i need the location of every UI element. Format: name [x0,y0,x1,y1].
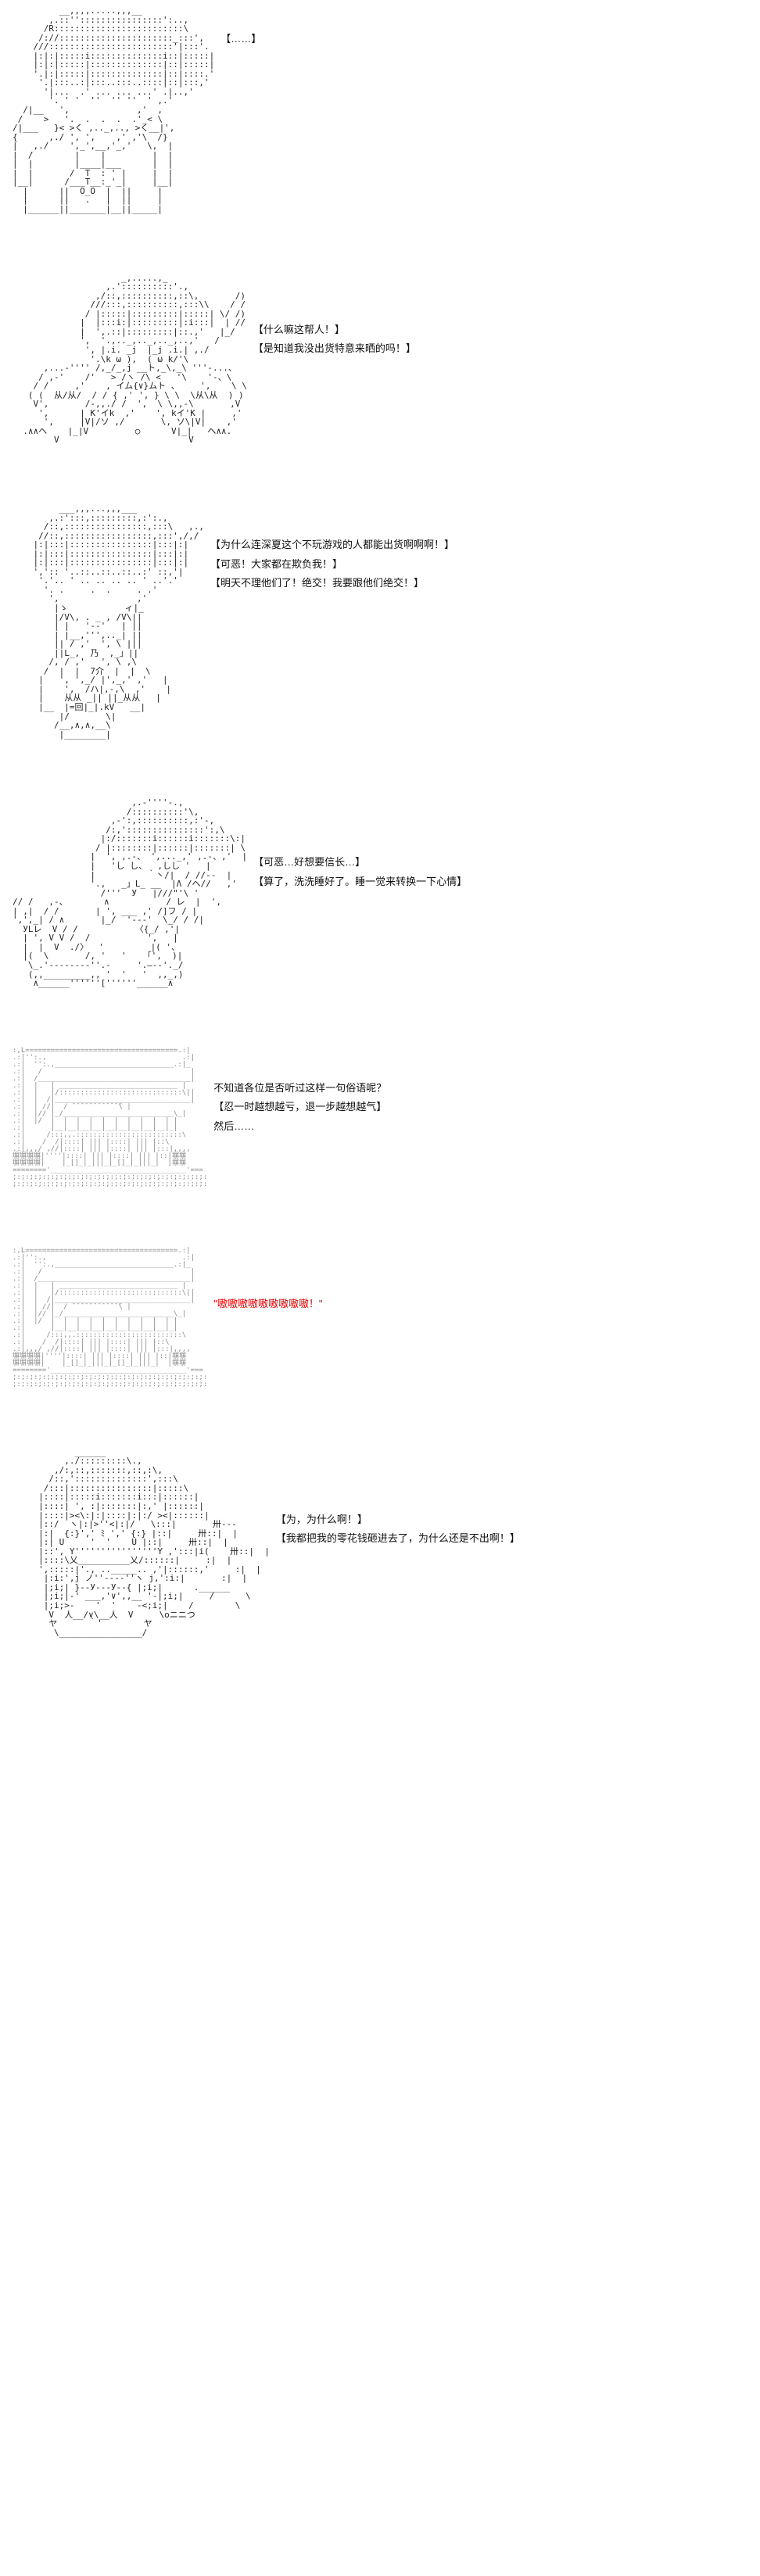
panel-2: _,.....,_ ,.'::::::::::'., ,/::,::::::::… [0,267,760,451]
ascii-art-house: :,L====================================.… [13,1248,207,1388]
dialogue-block: 【可恶…好想要信长…】 【算了，洗洗睡好了。睡一觉来转换一下心情】 [253,798,467,891]
dialogue-line: 【我都把我的零花钱砸进去了，为什么还是不出啊！】 [276,1529,520,1549]
dialogue-line: 【可恶！大家都在欺负我！】 [210,555,454,575]
dialogue-line: 【为，为什么啊！】 [276,1510,520,1530]
dialogue-line: 然后…… [213,1117,386,1137]
panel-5: :,L====================================.… [0,1041,760,1195]
dialogue-block: 【为什么连深夏这个不玩游戏的人都能出货啊啊啊！】 【可恶！大家都在欺负我！】 【… [210,504,454,593]
panel-7: ______ ,./:::::::::\., ,/:,::,:::::::,::… [0,1442,760,1643]
dialogue-block: 【什么嘛这帮人！】 【是知道我没出货特意来晒的吗！】 [253,274,416,359]
dialogue-line: 【……】 [220,30,261,49]
ascii-art-house: :,L====================================.… [13,1048,207,1188]
panel-3: ___,,,...,,,___ ,.:':::,:::::::::,:':., … [0,498,760,745]
dialogue-line: 不知道各位是否听过这样一句俗语呢？ [213,1079,386,1098]
panel-4: ,.-''''-., /::::::::::'\, ,-':,:::::::::… [0,792,760,994]
ascii-art-girl: _,.....,_ ,.'::::::::::'., ,/::,::::::::… [13,274,247,445]
ascii-art-girl-crying: ______ ,./:::::::::\., ,/:,::,:::::::,::… [13,1448,270,1637]
dialogue-line: 【什么嘛这帮人！】 [253,321,416,340]
dialogue-line-scream: "嗷嗷嗷嗷嗷嗷嗷嗷嗷！" [213,1295,322,1314]
dialogue-block: 【为，为什么啊！】 【我都把我的零花钱砸进去了，为什么还是不出啊！】 [276,1448,520,1549]
ascii-art-girl: ,.-''''-., /::::::::::'\, ,-':,:::::::::… [13,798,247,987]
dialogue-line: 【可恶…好想要信长…】 [253,853,467,872]
dialogue-block: "嗷嗷嗷嗷嗷嗷嗷嗷嗷！" [213,1248,322,1314]
ascii-art-girl: ___,,,...,,,___ ,.:':::,:::::::::,:':., … [13,504,204,739]
panel-1: __,,,,.....,,,__ ,.::''::::::::::::::::'… [0,0,760,220]
dialogue-line: 【为什么连深夏这个不玩游戏的人都能出货啊啊啊！】 [210,536,454,555]
dialogue-line: 【是知道我没出货特意来晒的吗！】 [253,339,416,359]
dialogue-block: 不知道各位是否听过这样一句俗语呢？ 【忍一时越想越亏，退一步越想越气】 然后…… [213,1048,386,1137]
dialogue-block: 【……】 [220,6,261,49]
dialogue-line: 【忍一时越想越亏，退一步越想越气】 [213,1098,386,1117]
dialogue-line: 【算了，洗洗睡好了。睡一觉来转换一下心情】 [253,872,467,892]
dialogue-line: 【明天不理他们了！绝交！我要跟他们绝交！】 [210,574,454,593]
panel-6: :,L====================================.… [0,1241,760,1395]
ascii-art-girl: __,,,,.....,,,__ ,.::''::::::::::::::::'… [13,6,214,214]
comic-strip: __,,,,.....,,,__ ,.::''::::::::::::::::'… [0,0,760,1643]
